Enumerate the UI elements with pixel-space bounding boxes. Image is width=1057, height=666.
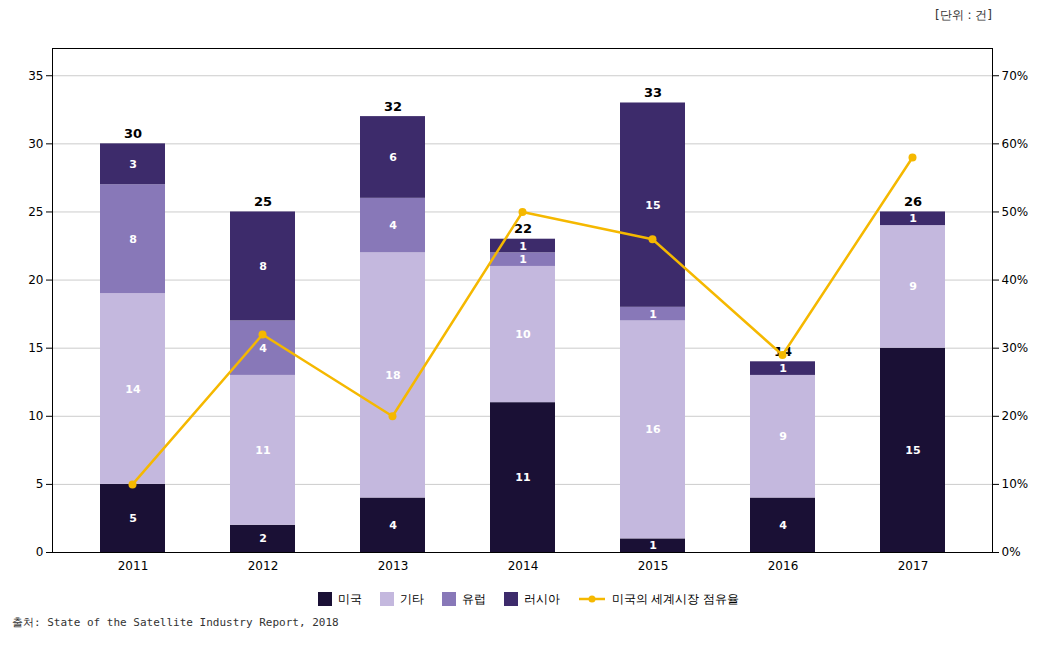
svg-text:35: 35 [28,69,43,83]
html-text:미국: 미국 [337,591,362,606]
svg-text:40%: 40% [1002,273,1029,287]
svg-text:1: 1 [649,308,657,321]
svg-text:1: 1 [909,212,917,225]
svg-text:60%: 60% [1002,137,1029,151]
svg-text:1: 1 [519,253,527,266]
svg-text:2011: 2011 [118,559,149,573]
svg-text:6: 6 [389,151,397,164]
svg-text:50%: 50% [1002,205,1029,219]
svg-text:2017: 2017 [898,559,929,573]
svg-text:1: 1 [519,240,527,253]
svg-text:25: 25 [28,205,43,219]
svg-text:9: 9 [909,280,917,293]
svg-text:8: 8 [129,233,137,246]
svg-text:9: 9 [779,430,787,443]
svg-text:2013: 2013 [378,559,409,573]
html-text:미국의 세계시장 점유율: 미국의 세계시장 점유율 [611,591,740,606]
svg-text:25: 25 [254,194,272,209]
svg-text:70%: 70% [1002,69,1029,83]
svg-text:1: 1 [779,362,787,375]
svg-text:20: 20 [28,273,43,287]
svg-text:10: 10 [28,409,43,423]
svg-text:20%: 20% [1002,409,1029,423]
svg-text:4: 4 [259,342,267,355]
svg-text:18: 18 [385,369,400,382]
svg-text:2012: 2012 [248,559,279,573]
html-text:유럽: 유럽 [461,591,486,606]
svg-text:11: 11 [255,444,270,457]
svg-text:4: 4 [389,219,397,232]
svg-text:14: 14 [774,344,792,359]
svg-text:22: 22 [514,221,532,236]
svg-text:5: 5 [36,477,44,491]
svg-text:10%: 10% [1002,477,1029,491]
html-text:기타: 기타 [399,591,424,606]
svg-text:2: 2 [259,532,267,545]
svg-text:33: 33 [644,85,662,100]
svg-text:30%: 30% [1002,341,1029,355]
svg-text:3: 3 [129,158,137,171]
html-text:러시아: 러시아 [523,591,560,606]
svg-text:11: 11 [515,471,530,484]
svg-text:5: 5 [129,512,137,525]
svg-text:14: 14 [125,383,141,396]
svg-text:10: 10 [515,328,531,341]
svg-text:0: 0 [36,545,44,559]
svg-text:26: 26 [904,194,922,209]
svg-text:15: 15 [645,199,660,212]
svg-text:30: 30 [124,126,142,141]
svg-text:30: 30 [28,137,43,151]
svg-text:1: 1 [649,539,657,552]
svg-text:4: 4 [389,519,397,532]
svg-text:2014: 2014 [508,559,539,573]
svg-text:2015: 2015 [638,559,669,573]
html-text:출처: State of the Satellite Ind: 출처: State of the Satellite Industry Repo… [12,616,339,629]
svg-text:15: 15 [28,341,43,355]
svg-text:4: 4 [779,519,787,532]
svg-text:0%: 0% [1002,545,1021,559]
svg-text:16: 16 [645,423,661,436]
html-text:[단위 : 건]: [단위 : 건] [935,8,992,22]
svg-text:8: 8 [259,260,267,273]
svg-text:2016: 2016 [768,559,799,573]
svg-text:15: 15 [905,444,920,457]
svg-text:32: 32 [384,99,402,114]
